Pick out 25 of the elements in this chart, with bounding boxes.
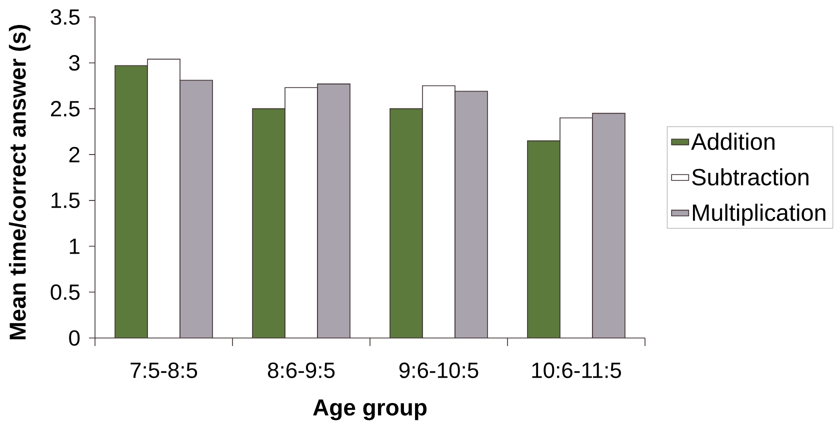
bar [115,66,148,338]
bar [318,84,350,338]
x-axis-title: Age group [313,400,427,420]
y-tick-label: 1.5 [52,192,80,208]
y-tick-label: 2 [69,146,80,162]
bar [592,112,626,338]
legend-label: Addition [691,132,774,150]
x-tick-label: 9:6-10:5 [399,362,478,378]
legend-label: Multiplication [692,204,826,226]
x-tick-label: 7:5-8:5 [130,362,198,378]
y-axis-title: Mean time/correct answer (s) [8,25,30,340]
x-tick-label: 10:6-11:5 [532,362,621,378]
bar [527,140,560,338]
bar [390,108,422,338]
x-tick-label: 8:6-9:5 [268,362,335,378]
bar [252,108,286,338]
y-tick-label: 1 [70,238,80,254]
y-tick-label: 2.5 [51,100,80,117]
bar [180,80,213,338]
y-tick-label: 3 [69,55,80,71]
bar [455,91,488,338]
y-tick-label: 0 [69,330,80,346]
y-tick-label: 3.5 [50,9,80,25]
legend-label: Subtraction [692,168,808,186]
y-tick-label: 0.5 [50,284,80,300]
